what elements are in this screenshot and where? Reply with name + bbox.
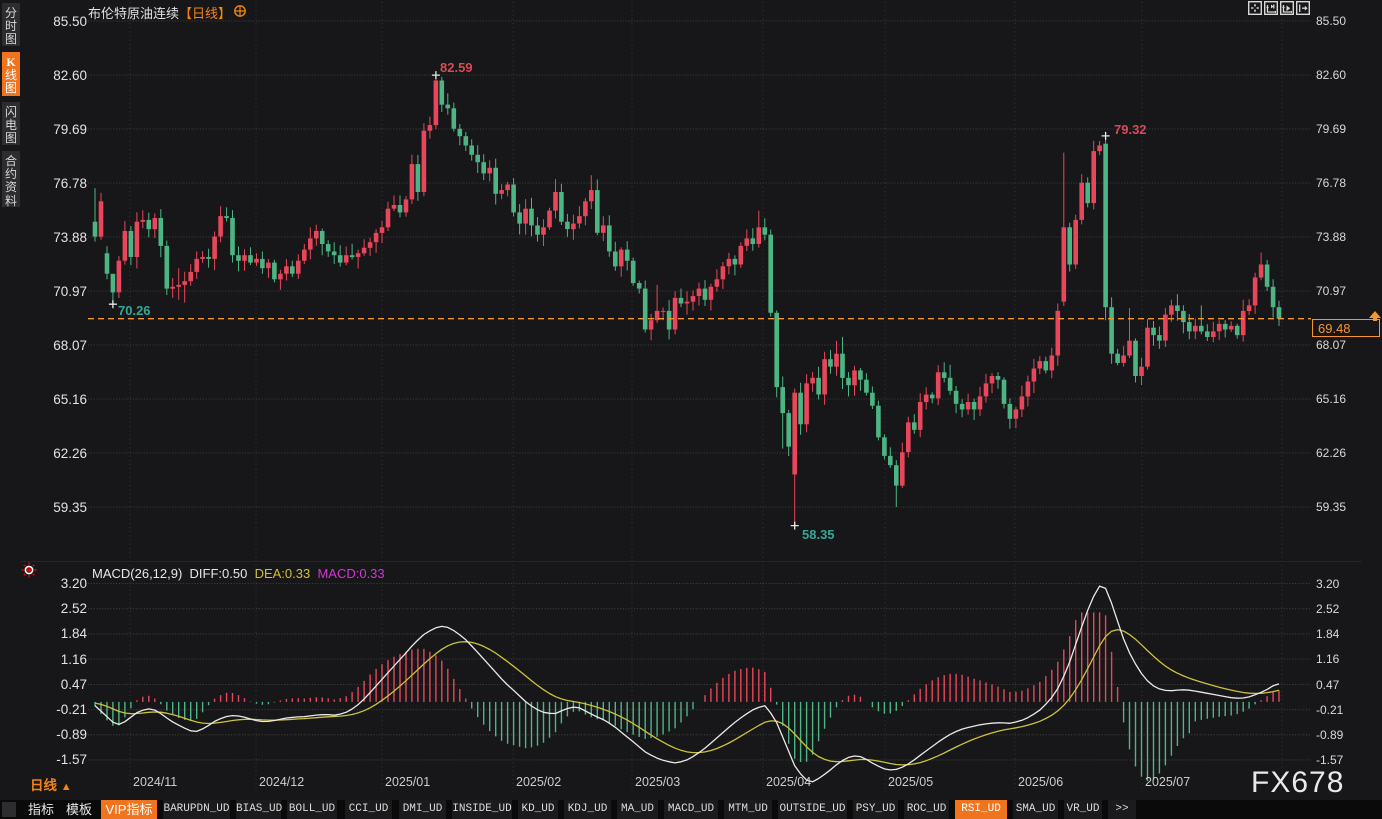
svg-text:82.59: 82.59 [440,60,473,75]
svg-text:2025/01: 2025/01 [385,775,430,789]
svg-text:70.97: 70.97 [53,284,87,299]
svg-text:2025/04: 2025/04 [766,775,811,789]
svg-text:2025/03: 2025/03 [635,775,680,789]
svg-text:1.16: 1.16 [61,652,87,667]
svg-text:2025/05: 2025/05 [888,775,933,789]
svg-text:70.26: 70.26 [118,303,151,318]
svg-text:2025/07: 2025/07 [1145,775,1190,789]
svg-text:82.60: 82.60 [53,68,87,83]
svg-text:-1.57: -1.57 [56,752,87,767]
svg-text:-1.57: -1.57 [1316,753,1344,767]
svg-text:79.69: 79.69 [53,122,87,137]
svg-text:1.84: 1.84 [61,626,88,641]
svg-text:2.52: 2.52 [1316,602,1340,616]
svg-text:2024/12: 2024/12 [259,775,304,789]
svg-text:3.20: 3.20 [1316,577,1340,591]
svg-text:-0.21: -0.21 [56,702,87,717]
svg-text:79.32: 79.32 [1114,122,1147,137]
svg-text:73.88: 73.88 [1316,230,1346,244]
svg-text:2025/02: 2025/02 [516,775,561,789]
svg-text:3.20: 3.20 [61,576,87,591]
svg-text:58.35: 58.35 [802,527,835,542]
svg-text:1.84: 1.84 [1316,627,1340,641]
svg-text:65.16: 65.16 [1316,392,1346,406]
svg-text:85.50: 85.50 [1316,14,1346,28]
svg-text:2024/11: 2024/11 [133,775,177,789]
svg-text:1.16: 1.16 [1316,652,1340,666]
svg-text:59.35: 59.35 [53,500,87,515]
svg-text:76.78: 76.78 [1316,176,1346,190]
svg-text:-0.21: -0.21 [1316,703,1344,717]
svg-text:-0.89: -0.89 [56,727,87,742]
svg-text:0.47: 0.47 [61,677,87,692]
svg-text:70.97: 70.97 [1316,284,1346,298]
svg-text:65.16: 65.16 [53,392,87,407]
svg-text:-0.89: -0.89 [1316,728,1344,742]
svg-text:85.50: 85.50 [53,14,87,29]
svg-text:62.26: 62.26 [53,446,87,461]
svg-text:2.52: 2.52 [61,601,87,616]
svg-text:2025/06: 2025/06 [1018,775,1063,789]
svg-text:62.26: 62.26 [1316,446,1346,460]
svg-text:68.07: 68.07 [1316,338,1346,352]
svg-text:79.69: 79.69 [1316,122,1346,136]
svg-text:73.88: 73.88 [53,230,87,245]
svg-text:0.47: 0.47 [1316,678,1340,692]
svg-text:76.78: 76.78 [53,176,87,191]
svg-text:82.60: 82.60 [1316,68,1346,82]
svg-text:59.35: 59.35 [1316,500,1346,514]
svg-text:68.07: 68.07 [53,338,87,353]
